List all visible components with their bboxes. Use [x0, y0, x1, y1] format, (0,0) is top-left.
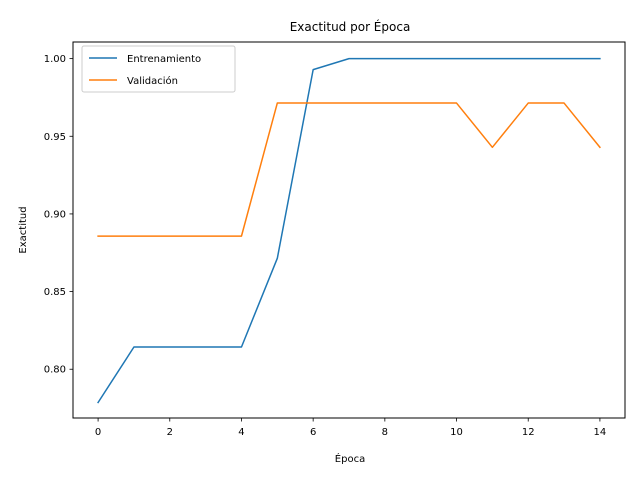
x-tick-label: 2 [167, 427, 173, 438]
legend-label-validacion: Validación [127, 75, 178, 87]
y-tick-label: 0.95 [44, 132, 66, 143]
x-tick-label: 0 [95, 427, 101, 438]
series-line-entrenamiento [97, 57, 601, 404]
x-tick-label: 4 [238, 427, 244, 438]
series-layer [97, 57, 601, 404]
y-tick-label: 1.00 [44, 54, 66, 65]
x-tick-label: 8 [382, 427, 388, 438]
x-tick-label: 10 [450, 427, 463, 438]
x-tick-label: 14 [594, 427, 607, 438]
y-tick-label: 0.80 [44, 365, 66, 376]
series-line-validacion [97, 102, 601, 237]
y-tick-label: 0.85 [44, 287, 66, 298]
x-axis: 0 2 4 6 8 10 12 14 [95, 418, 606, 438]
legend-label-entrenamiento: Entrenamiento [127, 54, 201, 65]
x-tick-label: 12 [522, 427, 535, 438]
chart-title: Exactitud por Época [290, 19, 411, 34]
y-tick-label: 0.90 [44, 209, 66, 220]
legend-box [81, 45, 236, 93]
plot-frame [72, 41, 626, 419]
x-axis-label: Época [335, 452, 365, 465]
x-tick-label: 6 [310, 427, 316, 438]
legend: Entrenamiento Validación [81, 45, 236, 93]
y-axis: 0.80 0.85 0.90 0.95 1.00 [44, 54, 73, 376]
plot-area [72, 41, 626, 419]
y-axis-label: Exactitud [18, 206, 29, 253]
